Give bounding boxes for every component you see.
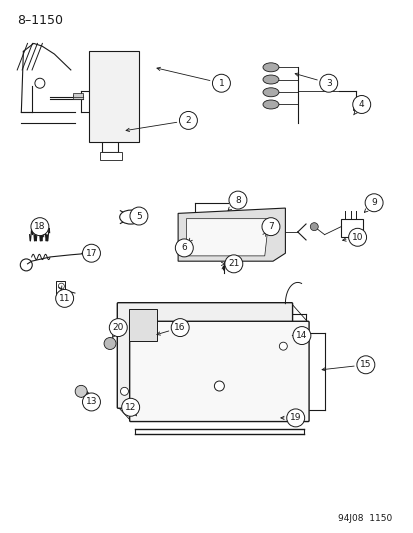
Text: 9: 9: [370, 198, 376, 207]
Circle shape: [104, 337, 116, 350]
Text: 3: 3: [325, 79, 331, 88]
Polygon shape: [178, 208, 285, 261]
Text: 5: 5: [136, 212, 141, 221]
Circle shape: [171, 319, 189, 336]
Text: 4: 4: [358, 100, 364, 109]
Circle shape: [214, 381, 224, 391]
Circle shape: [279, 342, 287, 350]
Ellipse shape: [262, 100, 278, 109]
Text: 16: 16: [174, 323, 185, 332]
Ellipse shape: [119, 210, 141, 224]
Text: 18: 18: [34, 222, 45, 231]
Text: 12: 12: [125, 403, 136, 412]
Circle shape: [356, 356, 374, 374]
Bar: [73, 95, 83, 99]
Circle shape: [55, 289, 74, 308]
Text: 21: 21: [228, 260, 239, 268]
Circle shape: [286, 409, 304, 427]
Ellipse shape: [262, 75, 278, 84]
Bar: [353, 100, 363, 110]
Bar: [73, 93, 83, 96]
Bar: [89, 51, 139, 142]
Circle shape: [82, 244, 100, 262]
Text: 13: 13: [85, 398, 97, 407]
Text: 11: 11: [59, 294, 70, 303]
Circle shape: [75, 385, 87, 397]
Circle shape: [82, 393, 100, 411]
Circle shape: [348, 228, 366, 246]
Circle shape: [109, 319, 127, 336]
Text: 6: 6: [181, 244, 187, 253]
Text: 8–1150: 8–1150: [17, 14, 63, 27]
Ellipse shape: [262, 88, 278, 97]
Circle shape: [130, 207, 147, 225]
Text: 2: 2: [185, 116, 191, 125]
Circle shape: [319, 74, 337, 92]
Text: 14: 14: [295, 331, 307, 340]
Text: 8: 8: [235, 196, 240, 205]
Circle shape: [261, 217, 279, 236]
Ellipse shape: [262, 63, 278, 72]
FancyBboxPatch shape: [129, 321, 309, 422]
Circle shape: [352, 95, 370, 114]
Ellipse shape: [309, 223, 318, 231]
Bar: [128, 309, 157, 341]
Circle shape: [31, 217, 49, 236]
Text: 10: 10: [351, 233, 363, 242]
FancyBboxPatch shape: [117, 303, 292, 408]
Circle shape: [212, 74, 230, 92]
Text: 20: 20: [112, 323, 123, 332]
Circle shape: [292, 327, 310, 344]
Circle shape: [179, 111, 197, 130]
Text: 7: 7: [268, 222, 273, 231]
Text: 1: 1: [218, 79, 224, 88]
Circle shape: [175, 239, 193, 257]
Bar: [100, 152, 122, 160]
Circle shape: [121, 398, 139, 416]
Bar: [56, 281, 65, 296]
Text: 19: 19: [289, 414, 301, 422]
Circle shape: [364, 194, 382, 212]
Text: 17: 17: [85, 249, 97, 258]
Circle shape: [120, 387, 128, 395]
Text: 15: 15: [359, 360, 371, 369]
Circle shape: [228, 191, 246, 209]
Circle shape: [224, 255, 242, 273]
Text: 94J08  1150: 94J08 1150: [337, 513, 392, 522]
Bar: [340, 220, 362, 237]
Polygon shape: [186, 219, 268, 256]
